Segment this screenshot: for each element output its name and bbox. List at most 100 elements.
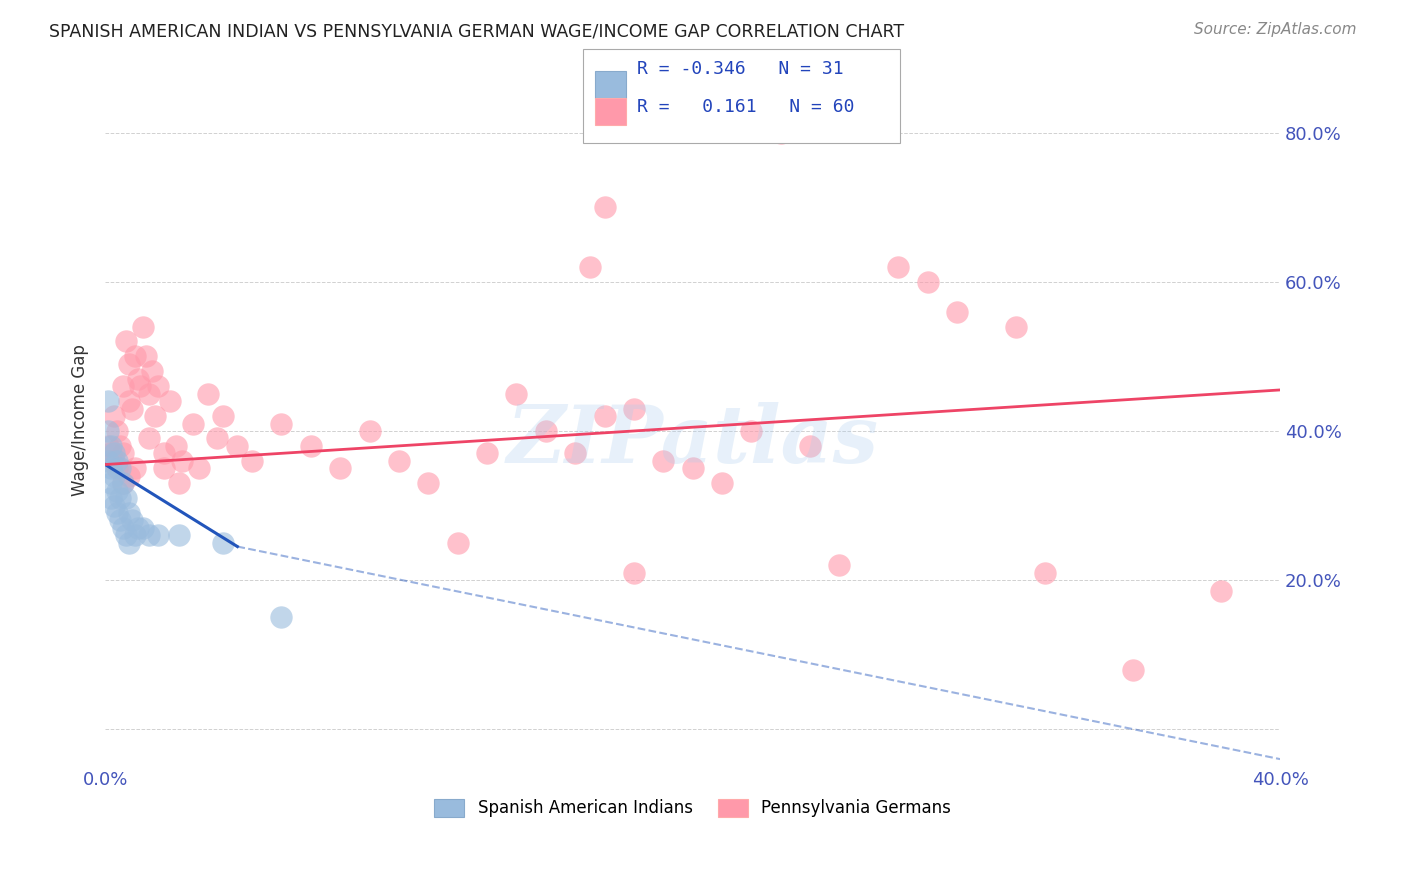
Pennsylvania Germans xyxy=(183,417,205,431)
Spanish American Indians xyxy=(270,610,292,624)
Pennsylvania Germans xyxy=(564,446,586,460)
Pennsylvania Germans xyxy=(167,476,190,491)
Pennsylvania Germans xyxy=(329,461,352,475)
Pennsylvania Germans xyxy=(418,476,440,491)
Spanish American Indians xyxy=(100,439,122,453)
Pennsylvania Germans xyxy=(153,446,176,460)
Spanish American Indians xyxy=(111,476,134,491)
Pennsylvania Germans xyxy=(111,476,134,491)
Pennsylvania Germans xyxy=(143,409,166,423)
Pennsylvania Germans xyxy=(105,424,128,438)
Pennsylvania Germans xyxy=(652,454,675,468)
Pennsylvania Germans xyxy=(127,372,149,386)
Pennsylvania Germans xyxy=(226,439,249,453)
Spanish American Indians xyxy=(121,513,143,527)
Pennsylvania Germans xyxy=(299,439,322,453)
Pennsylvania Germans xyxy=(946,304,969,318)
Pennsylvania Germans xyxy=(205,431,228,445)
Pennsylvania Germans xyxy=(170,454,193,468)
Spanish American Indians xyxy=(108,491,131,505)
Pennsylvania Germans xyxy=(1211,584,1233,599)
Pennsylvania Germans xyxy=(447,536,470,550)
Spanish American Indians xyxy=(211,536,233,550)
Pennsylvania Germans xyxy=(769,126,792,140)
Pennsylvania Germans xyxy=(124,350,146,364)
Pennsylvania Germans xyxy=(740,424,762,438)
Spanish American Indians xyxy=(97,394,120,409)
Pennsylvania Germans xyxy=(165,439,187,453)
Spanish American Indians xyxy=(118,506,141,520)
Pennsylvania Germans xyxy=(887,260,910,274)
Spanish American Indians xyxy=(124,528,146,542)
Spanish American Indians xyxy=(167,528,190,542)
Spanish American Indians xyxy=(127,521,149,535)
Spanish American Indians xyxy=(114,491,136,505)
Spanish American Indians xyxy=(108,461,131,475)
Pennsylvania Germans xyxy=(103,409,125,423)
Pennsylvania Germans xyxy=(146,379,169,393)
Pennsylvania Germans xyxy=(917,275,939,289)
Pennsylvania Germans xyxy=(118,468,141,483)
Pennsylvania Germans xyxy=(111,379,134,393)
Pennsylvania Germans xyxy=(135,350,157,364)
Pennsylvania Germans xyxy=(97,439,120,453)
Pennsylvania Germans xyxy=(623,401,645,416)
Pennsylvania Germans xyxy=(579,260,602,274)
Text: Source: ZipAtlas.com: Source: ZipAtlas.com xyxy=(1194,22,1357,37)
Spanish American Indians xyxy=(103,468,125,483)
Spanish American Indians xyxy=(103,446,125,460)
Text: ZIPatlas: ZIPatlas xyxy=(506,401,879,479)
Pennsylvania Germans xyxy=(197,386,219,401)
Pennsylvania Germans xyxy=(211,409,233,423)
Text: R = -0.346   N = 31: R = -0.346 N = 31 xyxy=(637,60,844,78)
Spanish American Indians xyxy=(105,506,128,520)
Pennsylvania Germans xyxy=(159,394,181,409)
Pennsylvania Germans xyxy=(118,357,141,371)
Pennsylvania Germans xyxy=(270,417,292,431)
Spanish American Indians xyxy=(118,536,141,550)
Pennsylvania Germans xyxy=(682,461,704,475)
Pennsylvania Germans xyxy=(1004,319,1026,334)
Pennsylvania Germans xyxy=(505,386,527,401)
Pennsylvania Germans xyxy=(153,461,176,475)
Spanish American Indians xyxy=(105,454,128,468)
Pennsylvania Germans xyxy=(534,424,557,438)
Pennsylvania Germans xyxy=(138,386,160,401)
Spanish American Indians xyxy=(138,528,160,542)
Spanish American Indians xyxy=(111,521,134,535)
Pennsylvania Germans xyxy=(799,439,821,453)
Pennsylvania Germans xyxy=(124,461,146,475)
Pennsylvania Germans xyxy=(141,364,163,378)
Spanish American Indians xyxy=(100,476,122,491)
Pennsylvania Germans xyxy=(108,439,131,453)
Pennsylvania Germans xyxy=(475,446,498,460)
Text: SPANISH AMERICAN INDIAN VS PENNSYLVANIA GERMAN WAGE/INCOME GAP CORRELATION CHART: SPANISH AMERICAN INDIAN VS PENNSYLVANIA … xyxy=(49,22,904,40)
Pennsylvania Germans xyxy=(593,409,616,423)
Pennsylvania Germans xyxy=(118,394,141,409)
Pennsylvania Germans xyxy=(1033,566,1056,580)
Pennsylvania Germans xyxy=(114,334,136,349)
Y-axis label: Wage/Income Gap: Wage/Income Gap xyxy=(72,343,89,496)
Pennsylvania Germans xyxy=(711,476,734,491)
Pennsylvania Germans xyxy=(593,200,616,214)
Pennsylvania Germans xyxy=(111,446,134,460)
Pennsylvania Germans xyxy=(100,446,122,460)
Pennsylvania Germans xyxy=(388,454,411,468)
Spanish American Indians xyxy=(97,424,120,438)
Spanish American Indians xyxy=(100,491,122,505)
Spanish American Indians xyxy=(100,461,122,475)
Pennsylvania Germans xyxy=(359,424,381,438)
Spanish American Indians xyxy=(103,499,125,513)
Pennsylvania Germans xyxy=(132,319,155,334)
Spanish American Indians xyxy=(132,521,155,535)
Pennsylvania Germans xyxy=(188,461,211,475)
Pennsylvania Germans xyxy=(121,401,143,416)
Spanish American Indians xyxy=(108,513,131,527)
Text: R =   0.161   N = 60: R = 0.161 N = 60 xyxy=(637,98,855,116)
Spanish American Indians xyxy=(105,483,128,498)
Pennsylvania Germans xyxy=(1122,663,1144,677)
Spanish American Indians xyxy=(114,528,136,542)
Spanish American Indians xyxy=(97,454,120,468)
Pennsylvania Germans xyxy=(129,379,152,393)
Spanish American Indians xyxy=(146,528,169,542)
